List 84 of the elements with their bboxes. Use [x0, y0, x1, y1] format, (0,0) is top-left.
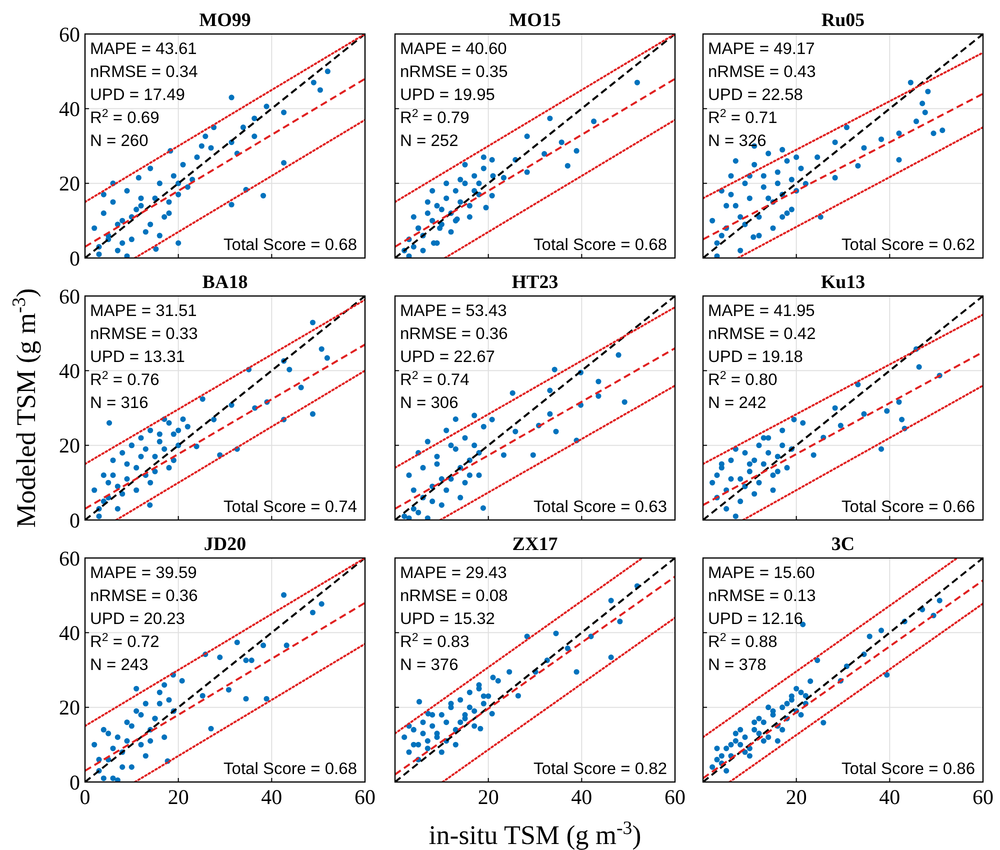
y-tick-label: 20: [59, 172, 80, 196]
annotation: N = 378: [708, 656, 766, 674]
annotation: N = 376: [400, 656, 458, 674]
annotation: nRMSE = 0.33: [90, 325, 198, 343]
annotation: UPD = 22.58: [708, 86, 803, 104]
annotation: R$^{2}$ = 0.88: [708, 632, 778, 651]
annotation: Total Score = 0.74: [224, 498, 357, 516]
x-tick-label: 40: [571, 785, 592, 809]
annotation: Total Score = 0.63: [534, 498, 667, 516]
annotation: Total Score = 0.82: [534, 760, 667, 778]
annotation: R$^{2}$ = 0.80: [708, 370, 778, 389]
annotation: UPD = 12.16: [708, 610, 803, 628]
annotation: R$^{2}$ = 0.79: [400, 108, 470, 127]
x-axis-title: in-situ TSM (g m$^{-3}$): [428, 818, 642, 850]
chart-title: MO15: [509, 10, 561, 31]
annotation: MAPE = 39.59: [90, 564, 197, 582]
x-tick-label: 40: [879, 785, 900, 809]
annotation: R$^{2}$ = 0.72: [90, 632, 160, 651]
annotation: Total Score = 0.68: [534, 236, 667, 254]
x-tick-label: 60: [664, 785, 686, 809]
y-tick-label: 0: [70, 246, 80, 270]
annotation: R$^{2}$ = 0.83: [400, 632, 470, 651]
annotation: N = 260: [90, 132, 148, 150]
annotation: Total Score = 0.86: [842, 760, 975, 778]
chart-title: MO99: [199, 10, 251, 31]
x-tick-label: 20: [478, 785, 499, 809]
annotation: nRMSE = 0.13: [708, 587, 816, 605]
chart-title: ZX17: [512, 534, 558, 555]
annotation: MAPE = 41.95: [708, 302, 815, 320]
annotation: Total Score = 0.68: [224, 760, 357, 778]
x-tick-label: 20: [786, 785, 807, 809]
annotation: nRMSE = 0.43: [708, 63, 816, 81]
annotation: Total Score = 0.62: [842, 236, 975, 254]
chart-title: BA18: [202, 272, 248, 293]
annotation: nRMSE = 0.08: [400, 587, 508, 605]
annotation: nRMSE = 0.35: [400, 63, 508, 81]
annotation: UPD = 22.67: [400, 348, 495, 366]
annotation: UPD = 19.18: [708, 348, 803, 366]
y-tick-label: 20: [59, 696, 80, 720]
y-tick-label: 40: [59, 97, 80, 122]
annotation: N = 252: [400, 132, 458, 150]
x-tick-label: 60: [972, 785, 994, 809]
annotation: MAPE = 29.43: [400, 564, 507, 582]
y-tick-label: 60: [59, 22, 80, 46]
chart-title: 3C: [831, 534, 855, 555]
annotation: nRMSE = 0.34: [90, 63, 198, 81]
y-tick-label: 0: [70, 508, 80, 532]
annotation: R$^{2}$ = 0.71: [708, 108, 778, 127]
x-tick-label: 60: [354, 785, 376, 809]
annotation: MAPE = 53.43: [400, 302, 507, 320]
annotation: UPD = 13.31: [90, 348, 185, 366]
annotation: nRMSE = 0.36: [90, 587, 198, 605]
annotation: R$^{2}$ = 0.69: [90, 108, 160, 127]
chart-title: Ku13: [820, 272, 866, 293]
annotation: N = 242: [708, 394, 766, 412]
x-tick-label: 40: [261, 785, 282, 809]
annotation: UPD = 19.95: [400, 86, 495, 104]
annotation: N = 316: [90, 394, 148, 412]
annotation: UPD = 17.49: [90, 86, 185, 104]
annotation: nRMSE = 0.36: [400, 325, 508, 343]
annotation: nRMSE = 0.42: [708, 325, 816, 343]
y-tick-label: 40: [59, 621, 80, 646]
y-tick-label: 20: [59, 434, 80, 458]
chart-title: JD20: [204, 534, 246, 555]
annotation: N = 326: [708, 132, 766, 150]
annotation: MAPE = 40.60: [400, 40, 507, 58]
annotation: MAPE = 31.51: [90, 302, 197, 320]
annotation: MAPE = 49.17: [708, 40, 815, 58]
y-tick-label: 60: [59, 546, 80, 570]
annotation: N = 306: [400, 394, 458, 412]
annotation: MAPE = 15.60: [708, 564, 815, 582]
annotation: UPD = 20.23: [90, 610, 185, 628]
chart-title: HT23: [512, 272, 558, 293]
annotation: R$^{2}$ = 0.74: [400, 370, 470, 389]
annotation: UPD = 15.32: [400, 610, 495, 628]
annotation: N = 243: [90, 656, 148, 674]
annotation: R$^{2}$ = 0.76: [90, 370, 160, 389]
y-tick-label: 60: [59, 284, 80, 308]
annotation: Total Score = 0.66: [842, 498, 975, 516]
x-tick-label: 20: [168, 785, 189, 809]
annotation: MAPE = 43.61: [90, 40, 197, 58]
y-tick-label: 40: [59, 359, 80, 384]
chart-title: Ru05: [821, 10, 865, 31]
annotation: Total Score = 0.68: [224, 236, 357, 254]
